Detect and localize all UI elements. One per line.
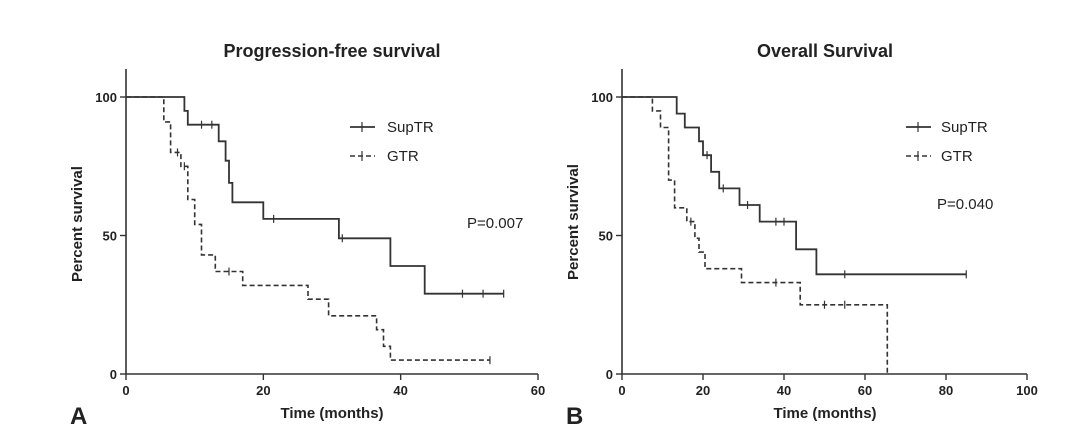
panel-a-series-gtr-line: [126, 96, 490, 361]
panel-b-legend-label-gtr: GTR: [941, 148, 973, 165]
panel-a-legend-label-gtr: GTR: [387, 148, 419, 165]
panel-b-series-gtr-line: [622, 96, 889, 374]
panel-a-xlabel: Time (months): [280, 405, 383, 422]
panel-a-y-tick-label: 100: [95, 90, 117, 105]
panel-b-y-tick-label: 50: [599, 229, 613, 244]
panel-b-y-tick-label: 100: [591, 90, 613, 105]
panel-a: Progression-free survival Percent surviv…: [69, 41, 545, 430]
panel-b-legend: SupTR GTR: [906, 119, 988, 165]
panel-a-pvalue: P=0.007: [467, 215, 523, 232]
panel-a-letter: A: [70, 403, 87, 430]
panel-a-x-tick-label: 60: [531, 383, 545, 398]
panel-b-x-tick-label: 40: [777, 383, 791, 398]
panel-b-title: Overall Survival: [757, 41, 893, 61]
panel-b-legend-label-suptr: SupTR: [941, 119, 988, 136]
panel-b-x-tick-label: 60: [858, 383, 872, 398]
panel-a-legend: SupTR GTR: [350, 119, 434, 165]
panel-b-y-tick-label: 0: [606, 367, 613, 382]
panel-b-x-tick-label: 0: [618, 383, 625, 398]
panel-b-x-tick-label: 100: [1016, 383, 1038, 398]
panel-b: Overall Survival Percent survival Time (…: [565, 41, 1038, 430]
panel-a-ylabel: Percent survival: [69, 166, 86, 282]
panel-a-x-tick-label: 0: [122, 383, 129, 398]
panel-a-series-suptr-line: [126, 96, 504, 295]
panel-a-y-tick-label: 50: [103, 229, 117, 244]
panel-b-letter: B: [566, 403, 583, 430]
panel-a-y-tick-label: 0: [110, 367, 117, 382]
panel-a-x-tick-label: 20: [256, 383, 270, 398]
panel-a-title: Progression-free survival: [223, 41, 440, 61]
panel-b-ylabel: Percent survival: [565, 164, 582, 280]
panel-b-xlabel: Time (months): [773, 405, 876, 422]
panel-a-x-tick-label: 40: [393, 383, 407, 398]
panel-b-pvalue: P=0.040: [937, 196, 993, 213]
panel-a-legend-label-suptr: SupTR: [387, 119, 434, 136]
panel-b-series-suptr-line: [622, 96, 967, 276]
panel-b-x-tick-label: 20: [696, 383, 710, 398]
panel-b-x-tick-label: 80: [939, 383, 953, 398]
